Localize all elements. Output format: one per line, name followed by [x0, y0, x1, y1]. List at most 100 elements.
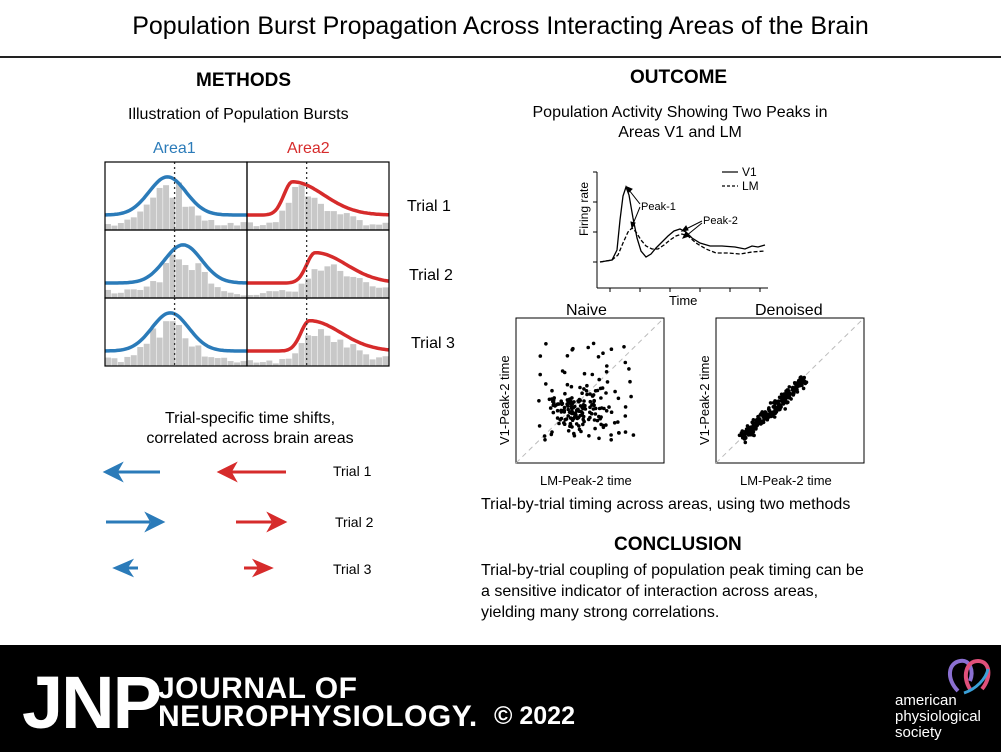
denoised-point [747, 431, 752, 436]
naive-point [556, 402, 561, 406]
denoised-point [761, 415, 766, 419]
histogram-bar [350, 276, 357, 298]
naive-point [582, 371, 587, 376]
histogram-bar [163, 263, 170, 298]
naive-point [542, 434, 547, 438]
denoised-point [786, 400, 790, 405]
denoised-point [744, 427, 749, 432]
denoised-point [798, 379, 803, 384]
naive-point [552, 403, 556, 407]
histogram-bar [363, 354, 370, 366]
arrow-area2-trial1 [216, 461, 286, 483]
naive-point [578, 404, 583, 408]
naive-point [617, 431, 621, 435]
denoised-point [751, 425, 756, 429]
denoised-point [757, 418, 762, 423]
naive-point [555, 402, 560, 406]
histogram-bar [143, 286, 150, 298]
histogram-bar [156, 337, 163, 366]
histogram-bar [363, 282, 370, 298]
denoised-point [770, 411, 775, 416]
denoised-point [774, 406, 779, 410]
naive-point [591, 393, 596, 397]
arrow-area1-trial2 [106, 511, 166, 533]
histogram-bar [272, 222, 279, 230]
naive-ylabel: V1-Peak-2 time [497, 355, 512, 445]
histogram-bar [130, 355, 137, 366]
naive-point [568, 399, 573, 404]
arrow-area2-trial3 [244, 558, 274, 578]
histogram-bar [311, 269, 318, 298]
denoised-point [747, 429, 752, 433]
denoised-point [794, 386, 798, 391]
naive-point [579, 410, 584, 414]
naive-point [591, 341, 596, 346]
histogram-bar [182, 206, 189, 230]
denoised-point [769, 414, 774, 419]
histogram-bar [221, 291, 228, 298]
naive-point [554, 403, 558, 407]
naive-point [559, 408, 563, 413]
denoised-point [749, 426, 753, 431]
firing-ylabel: Firing rate [577, 182, 591, 236]
denoised-point [744, 431, 749, 436]
naive-point [563, 391, 567, 396]
denoised-point [748, 427, 752, 432]
naive-point [569, 406, 574, 411]
naive-point [555, 408, 560, 413]
naive-point [557, 421, 561, 426]
histogram-bar [292, 291, 299, 298]
denoised-point [740, 435, 745, 440]
copyright-text: © 2022 [494, 702, 575, 730]
denoised-point [800, 378, 804, 382]
naive-point [566, 404, 570, 408]
denoised-point [755, 423, 760, 428]
denoised-point [751, 429, 756, 434]
naive-point [581, 417, 585, 422]
histogram-bar [124, 219, 131, 230]
denoised-point [768, 411, 773, 415]
naive-point [551, 398, 556, 402]
denoised-point [743, 436, 748, 440]
naive-point [590, 372, 595, 377]
naive-point [578, 398, 582, 403]
histogram-bar [292, 187, 299, 230]
histogram-bar [150, 281, 157, 298]
naive-point [551, 400, 556, 405]
arrow-area2-trial2 [236, 511, 288, 533]
grid-cell [104, 161, 248, 231]
denoised-point [773, 408, 777, 412]
denoised-point [762, 417, 766, 422]
arrow-trial-3-label: Trial 3 [333, 561, 372, 577]
histogram-bar [318, 329, 324, 366]
naive-point [574, 408, 579, 413]
histogram-bar [285, 291, 292, 298]
naive-point [592, 403, 596, 408]
naive-point [583, 403, 587, 408]
histogram-bar [311, 336, 318, 366]
naive-point [537, 399, 541, 403]
denoised-point [747, 431, 751, 435]
naive-point [571, 411, 576, 416]
histogram-bar [201, 271, 208, 298]
denoised-point [788, 391, 792, 396]
histogram-bar [176, 324, 182, 366]
naive-point [569, 416, 574, 421]
denoised-point [767, 408, 771, 413]
naive-point [562, 405, 567, 410]
naive-point [569, 384, 574, 389]
naive-point [591, 402, 595, 407]
denoised-point [743, 429, 748, 434]
denoised-point [774, 410, 779, 414]
denoised-point [763, 410, 767, 414]
naive-point [592, 398, 596, 403]
histogram-bar [382, 222, 389, 230]
histogram-bar [279, 290, 286, 298]
denoised-point [766, 413, 771, 418]
denoised-point [762, 415, 766, 420]
naive-point [575, 407, 580, 412]
denoised-point [763, 411, 767, 416]
denoised-point [783, 394, 787, 399]
naive-point [560, 369, 565, 373]
histogram-bar [369, 286, 376, 298]
